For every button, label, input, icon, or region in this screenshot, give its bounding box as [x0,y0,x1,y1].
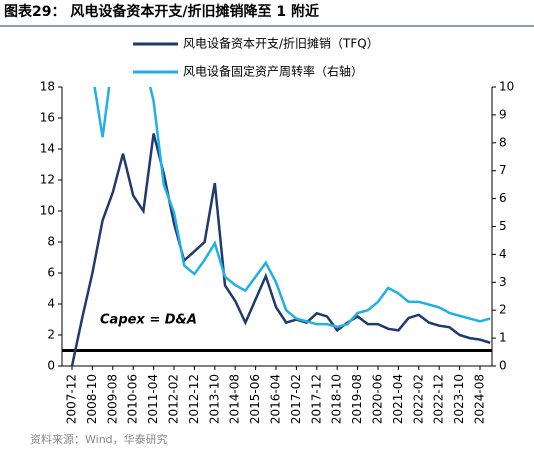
x-tick-label: 2020-06 [371,374,385,424]
y-tick-label: 0 [47,359,55,373]
x-tick-label: 2023-10 [452,374,466,424]
x-tick-label: 2017-02 [289,374,303,424]
y2-tick-label: 9 [499,107,507,121]
x-tick-label: 2022-02 [411,374,425,424]
annotation: Capex = D&A [100,313,197,328]
x-tick-label: 2009-08 [105,374,119,424]
x-tick-label: 2016-04 [269,374,283,424]
y-tick-label: 12 [40,173,55,187]
y2-tick-label: 5 [499,219,507,233]
y-tick-label: 16 [40,111,55,125]
y2-tick-label: 1 [499,331,507,345]
x-tick-label: 2014-08 [228,374,242,424]
series-line [70,133,491,366]
x-tick-label: 2010-06 [126,374,140,424]
y-tick-label: 14 [40,142,55,156]
y2-tick-label: 4 [499,247,507,261]
x-tick-label: 2012-02 [167,374,181,424]
series-line [93,87,491,329]
legend-label: 风电设备固定资产周转率（右轴） [183,64,363,79]
y2-tick-label: 0 [499,359,507,373]
x-tick-label: 2019-08 [350,374,364,424]
y-tick-label: 18 [40,80,55,94]
y-tick-label: 4 [47,297,55,311]
y2-tick-label: 8 [499,135,507,149]
y-tick-label: 2 [47,328,55,342]
x-tick-label: 2022-12 [432,374,446,424]
y-tick-label: 6 [47,266,55,280]
x-tick-label: 2013-10 [207,374,221,424]
x-tick-label: 2012-12 [187,374,201,424]
y2-tick-label: 3 [499,275,507,289]
y2-tick-label: 6 [499,191,507,205]
plot-area [70,87,491,366]
x-tick-label: 2024-08 [473,374,487,424]
x-tick-label: 2021-04 [391,374,405,424]
source: 资料来源：Wind，华泰研究 [30,432,168,446]
x-tick-label: 2018-10 [330,374,344,424]
y2-tick-label: 7 [499,163,507,177]
y-tick-label: 10 [40,204,55,218]
x-tick-label: 2008-10 [85,374,99,424]
y2-tick-label: 10 [499,80,514,94]
y2-tick-label: 2 [499,303,507,317]
x-tick-label: 2007-12 [65,374,79,424]
x-tick-label: 2015-06 [248,374,262,424]
legend-label: 风电设备资本开支/折旧摊销（TFQ） [183,36,379,51]
chart-title: 图表29： 风电设备资本开支/折旧摊销降至 1 附近 [4,3,319,20]
x-tick-label: 2011-04 [146,374,160,424]
y-tick-label: 8 [47,235,55,249]
x-tick-label: 2017-12 [309,374,323,424]
